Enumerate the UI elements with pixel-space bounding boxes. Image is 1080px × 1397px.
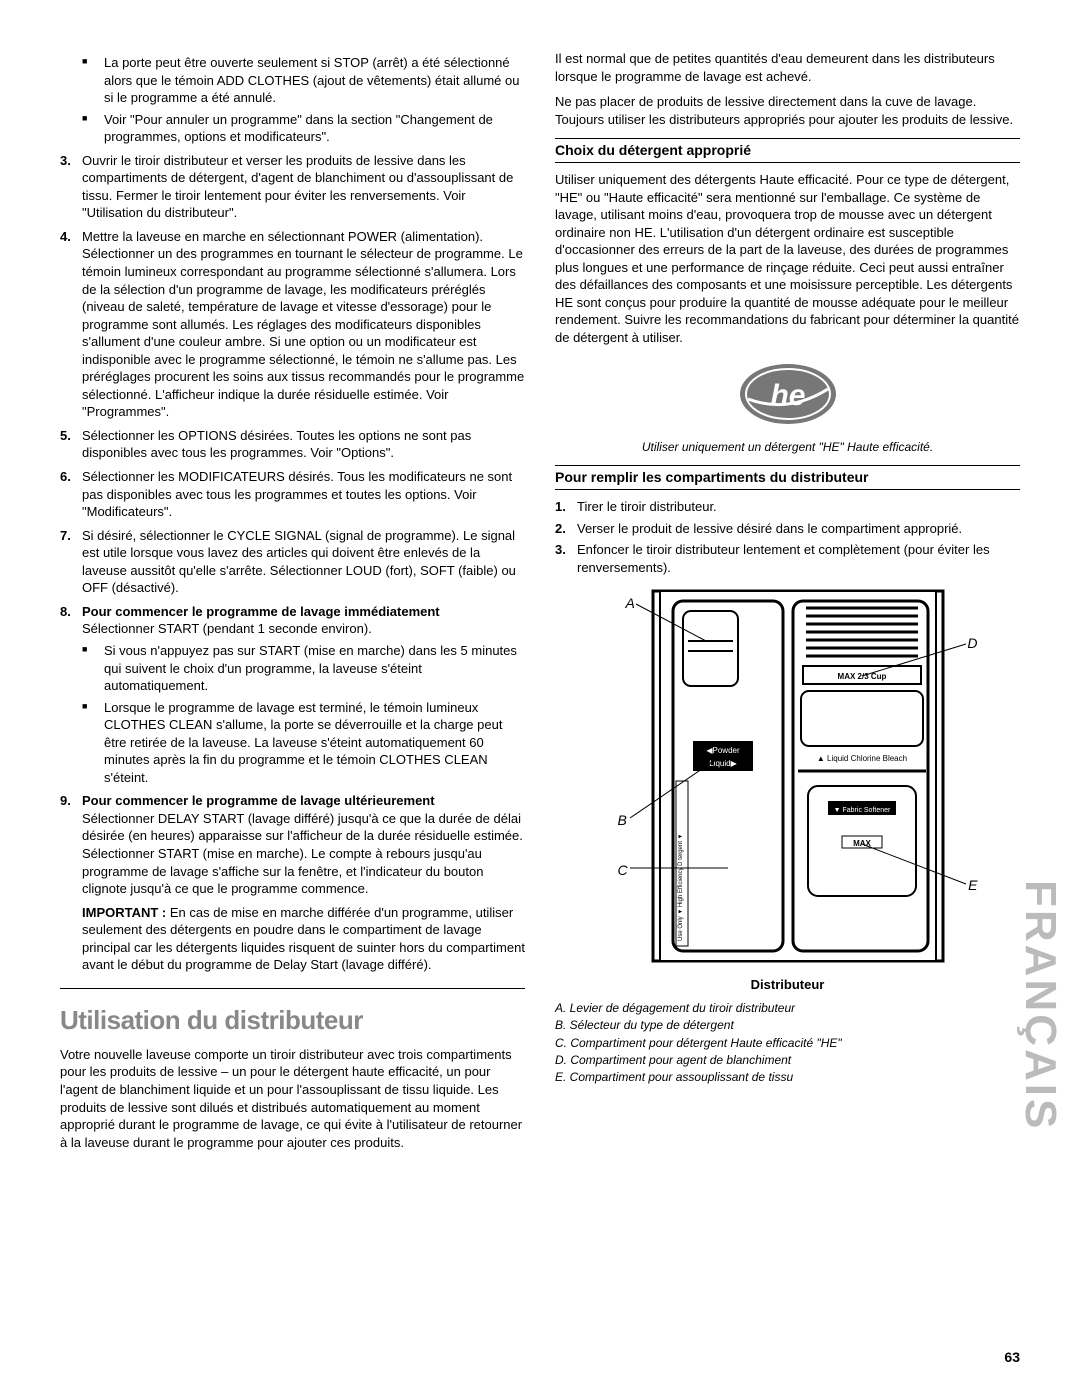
step-8-bullets: Si vous n'appuyez pas sur START (mise en…: [82, 642, 525, 786]
paragraph: Il est normal que de petites quantités d…: [555, 50, 1020, 85]
subheading-remplir: Pour remplir les compartiments du distri…: [555, 465, 1020, 490]
step-4: 4.Mettre la laveuse en marche en sélecti…: [60, 228, 525, 421]
label-A: A: [626, 594, 635, 613]
step-text: Si désiré, sélectionner le CYCLE SIGNAL …: [82, 528, 516, 596]
subheading-text: Choix du détergent approprié: [555, 141, 1020, 160]
he-logo: he: [555, 359, 1020, 434]
paragraph: Utiliser uniquement des détergents Haute…: [555, 171, 1020, 346]
top-sub-bullets: La porte peut être ouverte seulement si …: [82, 54, 525, 146]
subheading-detergent: Choix du détergent approprié: [555, 138, 1020, 163]
step-text: Mettre la laveuse en marche en sélection…: [82, 229, 524, 419]
right-column: Il est normal que de petites quantités d…: [555, 50, 1020, 1159]
label-E: E: [968, 876, 977, 895]
step-9-important: IMPORTANT : En cas de mise en marche dif…: [82, 904, 525, 974]
step-9-title: Pour commencer le programme de lavage ul…: [82, 793, 435, 808]
section-title-distributeur: Utilisation du distributeur: [60, 1003, 525, 1038]
svg-text:▼ Fabric Softener: ▼ Fabric Softener: [833, 807, 890, 814]
section-paragraph: Votre nouvelle laveuse comporte un tiroi…: [60, 1046, 525, 1151]
step-5: 5.Sélectionner les OPTIONS désirées. Tou…: [60, 427, 525, 462]
svg-text:▲ Liquid Chlorine Bleach: ▲ Liquid Chlorine Bleach: [816, 754, 906, 763]
label-C: C: [618, 861, 628, 880]
svg-text:Liquid▶: Liquid▶: [709, 759, 737, 768]
diagram-legend: A. Levier de dégagement du tiroir distri…: [555, 1000, 1020, 1087]
paragraph: Ne pas placer de produits de lessive dir…: [555, 93, 1020, 128]
fill-step: 2.Verser le produit de lessive désiré da…: [555, 520, 1020, 538]
legend-item: C. Compartiment pour détergent Haute eff…: [555, 1035, 1020, 1052]
step-9: 9. Pour commencer le programme de lavage…: [60, 792, 525, 973]
label-D: D: [967, 634, 977, 653]
step-9-text: Sélectionner DELAY START (lavage différé…: [82, 811, 523, 896]
step-7: 7.Si désiré, sélectionner le CYCLE SIGNA…: [60, 527, 525, 597]
legend-item: B. Sélecteur du type de détergent: [555, 1017, 1020, 1034]
diagram-caption: Distributeur: [555, 976, 1020, 994]
step-3: 3.Ouvrir le tiroir distributeur et verse…: [60, 152, 525, 222]
step-6: 6.Sélectionner les MODIFICATEURS désirés…: [60, 468, 525, 521]
language-tab: FRANÇAIS: [1011, 880, 1070, 1131]
subheading-text: Pour remplir les compartiments du distri…: [555, 468, 1020, 487]
fill-step: 1.Tirer le tiroir distributeur.: [555, 498, 1020, 516]
svg-text:Use Only ▼ High Efficiency D: Use Only ▼ High Efficiency D tergent ▼: [678, 834, 684, 941]
step-text: Sélectionner les OPTIONS désirées. Toute…: [82, 428, 471, 461]
svg-text:◀Powder: ◀Powder: [706, 746, 740, 755]
legend-item: E. Compartiment pour assouplissant de ti…: [555, 1069, 1020, 1086]
step-text: Ouvrir le tiroir distributeur et verser …: [82, 153, 513, 221]
left-column: La porte peut être ouverte seulement si …: [60, 50, 525, 1159]
step-8-after: Sélectionner START (pendant 1 seconde en…: [82, 621, 372, 636]
step-8-title: Pour commencer le programme de lavage im…: [82, 604, 440, 619]
step-text: Sélectionner les MODIFICATEURS désirés. …: [82, 469, 512, 519]
fill-step: 3.Enfoncer le tiroir distributeur lentem…: [555, 541, 1020, 576]
bullet: Lorsque le programme de lavage est termi…: [82, 699, 525, 787]
bullet: Voir "Pour annuler un programme" dans la…: [82, 111, 525, 146]
legend-item: A. Levier de dégagement du tiroir distri…: [555, 1000, 1020, 1017]
legend-item: D. Compartiment pour agent de blanchimen…: [555, 1052, 1020, 1069]
page-number: 63: [1004, 1348, 1020, 1367]
divider: [60, 988, 525, 989]
bullet: La porte peut être ouverte seulement si …: [82, 54, 525, 107]
bullet: Si vous n'appuyez pas sur START (mise en…: [82, 642, 525, 695]
label-B: B: [618, 811, 627, 830]
fill-steps: 1.Tirer le tiroir distributeur. 2.Verser…: [555, 498, 1020, 576]
instruction-list-continued: La porte peut être ouverte seulement si …: [60, 54, 525, 974]
svg-text:MAX 2/3 Cup: MAX 2/3 Cup: [837, 672, 886, 681]
svg-text:he: he: [770, 379, 805, 412]
step-8: 8. Pour commencer le programme de lavage…: [60, 603, 525, 786]
he-logo-caption: Utiliser uniquement un détergent "HE" Ha…: [555, 439, 1020, 455]
dispenser-diagram: A D B C E ◀Powder Liquid▶: [598, 586, 978, 966]
